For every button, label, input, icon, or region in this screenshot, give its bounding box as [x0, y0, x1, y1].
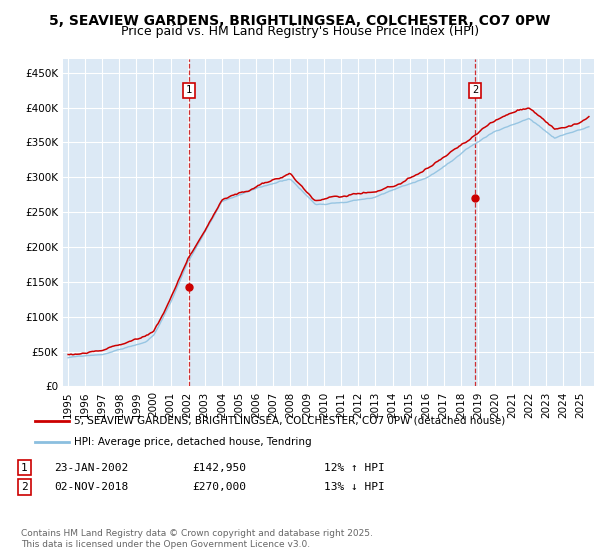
Text: £142,950: £142,950 [192, 463, 246, 473]
Text: 02-NOV-2018: 02-NOV-2018 [54, 482, 128, 492]
Text: Price paid vs. HM Land Registry's House Price Index (HPI): Price paid vs. HM Land Registry's House … [121, 25, 479, 38]
Text: Contains HM Land Registry data © Crown copyright and database right 2025.
This d: Contains HM Land Registry data © Crown c… [21, 529, 373, 549]
Text: 5, SEAVIEW GARDENS, BRIGHTLINGSEA, COLCHESTER, CO7 0PW (detached house): 5, SEAVIEW GARDENS, BRIGHTLINGSEA, COLCH… [74, 416, 506, 426]
Text: 23-JAN-2002: 23-JAN-2002 [54, 463, 128, 473]
Text: 2: 2 [21, 482, 28, 492]
Text: 5, SEAVIEW GARDENS, BRIGHTLINGSEA, COLCHESTER, CO7 0PW: 5, SEAVIEW GARDENS, BRIGHTLINGSEA, COLCH… [49, 14, 551, 28]
Text: 12% ↑ HPI: 12% ↑ HPI [324, 463, 385, 473]
Text: 2: 2 [472, 85, 478, 95]
Text: HPI: Average price, detached house, Tendring: HPI: Average price, detached house, Tend… [74, 437, 312, 446]
Text: 1: 1 [21, 463, 28, 473]
Text: £270,000: £270,000 [192, 482, 246, 492]
Text: 13% ↓ HPI: 13% ↓ HPI [324, 482, 385, 492]
Text: 1: 1 [186, 85, 192, 95]
